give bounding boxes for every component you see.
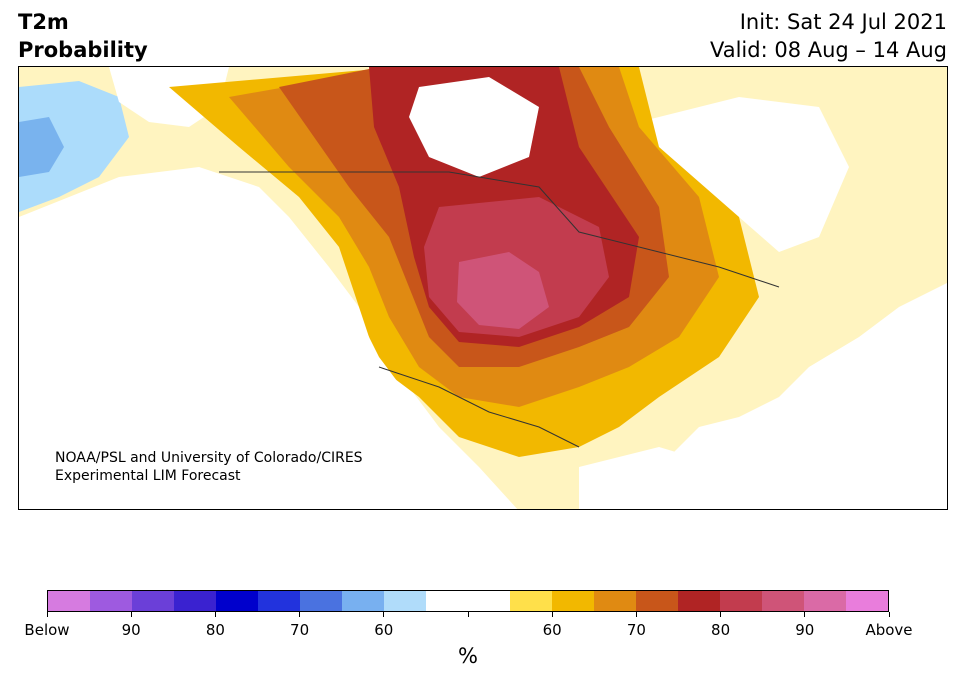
colorbar-tick xyxy=(804,612,806,617)
colorbar-cell xyxy=(426,591,468,611)
colorbar-cell xyxy=(90,591,132,611)
colorbar-cell xyxy=(258,591,300,611)
colorbar-cell xyxy=(132,591,174,611)
atlantic-ocean xyxy=(597,288,947,509)
init-date: Init: Sat 24 Jul 2021 xyxy=(739,10,947,34)
colorbar-cell xyxy=(594,591,636,611)
colorbar-cell xyxy=(48,591,90,611)
credit-text: NOAA/PSL and University of Colorado/CIRE… xyxy=(55,449,363,485)
date-info: Init: Sat 24 Jul 2021 Valid: 08 Aug – 14… xyxy=(710,8,947,64)
credit-line-2: Experimental LIM Forecast xyxy=(55,468,241,484)
map-title: T2m Probability xyxy=(18,8,148,64)
colorbar-tick xyxy=(551,612,553,617)
colorbar-tick-label: 80 xyxy=(711,621,731,639)
colorbar-cell xyxy=(846,591,888,611)
colorbar-tick xyxy=(214,612,216,617)
pacific-ocean xyxy=(19,172,508,509)
colorbar-tick-label: 70 xyxy=(290,621,310,639)
colorbar-tick-label: 80 xyxy=(205,621,225,639)
probability-map-svg xyxy=(19,67,947,509)
colorbar-cell xyxy=(510,591,552,611)
hudson-bay xyxy=(409,77,539,177)
colorbar-tick-label: Above xyxy=(865,621,913,639)
warm-peak xyxy=(457,252,549,329)
colorbar-tick xyxy=(299,612,301,617)
alaska-cooler-core xyxy=(19,117,64,177)
variable-label: T2m xyxy=(18,10,69,34)
colorbar-cell xyxy=(216,591,258,611)
colorbar-cell xyxy=(342,591,384,611)
valid-range: Valid: 08 Aug – 14 Aug xyxy=(709,38,947,62)
quebec-neutral xyxy=(619,97,849,252)
colorbar-tick-label: 90 xyxy=(795,621,815,639)
colorbar-tick-label: 60 xyxy=(542,621,562,639)
us-canada-border xyxy=(219,171,780,288)
forecast-map xyxy=(18,66,948,510)
colorbar-cell xyxy=(468,591,510,611)
alaska-cool-region xyxy=(19,81,129,212)
colorbar-tick-label: 90 xyxy=(121,621,141,639)
colorbar-cell xyxy=(300,591,342,611)
colorbar-cell xyxy=(552,591,594,611)
colorbar-unit: % xyxy=(458,644,478,668)
colorbar-cell xyxy=(384,591,426,611)
colorbar-cell xyxy=(720,591,762,611)
colorbar-tick xyxy=(46,612,48,617)
colorbar-tick-label: Below xyxy=(24,621,70,639)
colorbar xyxy=(47,590,889,612)
colorbar-cell xyxy=(678,591,720,611)
colorbar-tick xyxy=(720,612,722,617)
colorbar-cell xyxy=(174,591,216,611)
product-label: Probability xyxy=(18,38,148,62)
gulf-of-mexico xyxy=(579,447,709,509)
colorbar-cell xyxy=(636,591,678,611)
colorbar-tick xyxy=(635,612,637,617)
colorbar-tick xyxy=(467,612,469,617)
us-mexico-border xyxy=(378,366,580,448)
colorbar-cell xyxy=(804,591,846,611)
colorbar-tick xyxy=(888,612,890,617)
colorbar-tick xyxy=(130,612,132,617)
credit-line-1: NOAA/PSL and University of Colorado/CIRE… xyxy=(55,450,363,466)
colorbar-tick-label: 60 xyxy=(374,621,394,639)
colorbar-tick xyxy=(383,612,385,617)
colorbar-cell xyxy=(762,591,804,611)
colorbar-tick-label: 70 xyxy=(626,621,646,639)
